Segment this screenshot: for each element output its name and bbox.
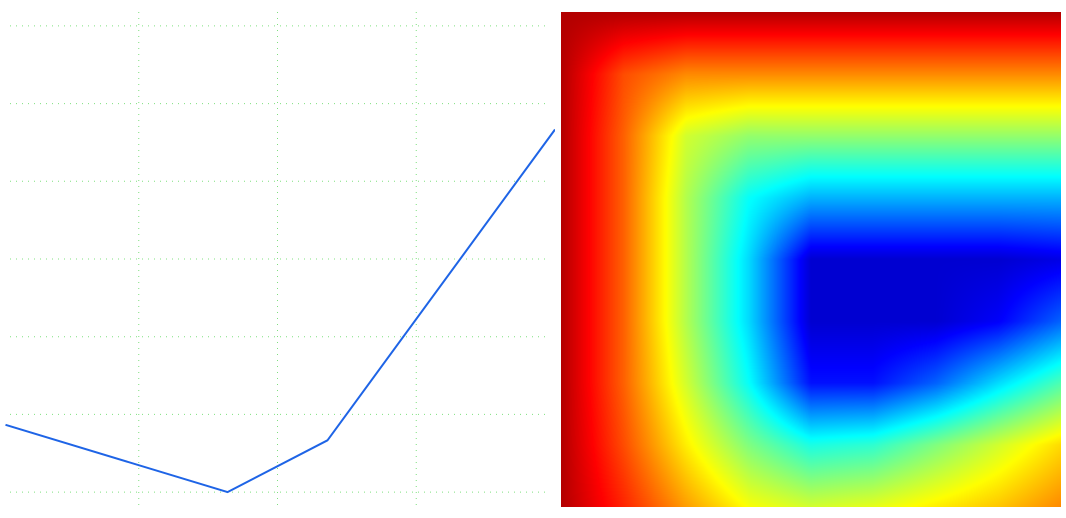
series-line-0 [5, 128, 555, 494]
heatmap-chart [561, 12, 1061, 507]
heatmap-canvas [561, 12, 1061, 507]
line-chart-svg [5, 12, 555, 508]
line-chart [5, 12, 555, 508]
